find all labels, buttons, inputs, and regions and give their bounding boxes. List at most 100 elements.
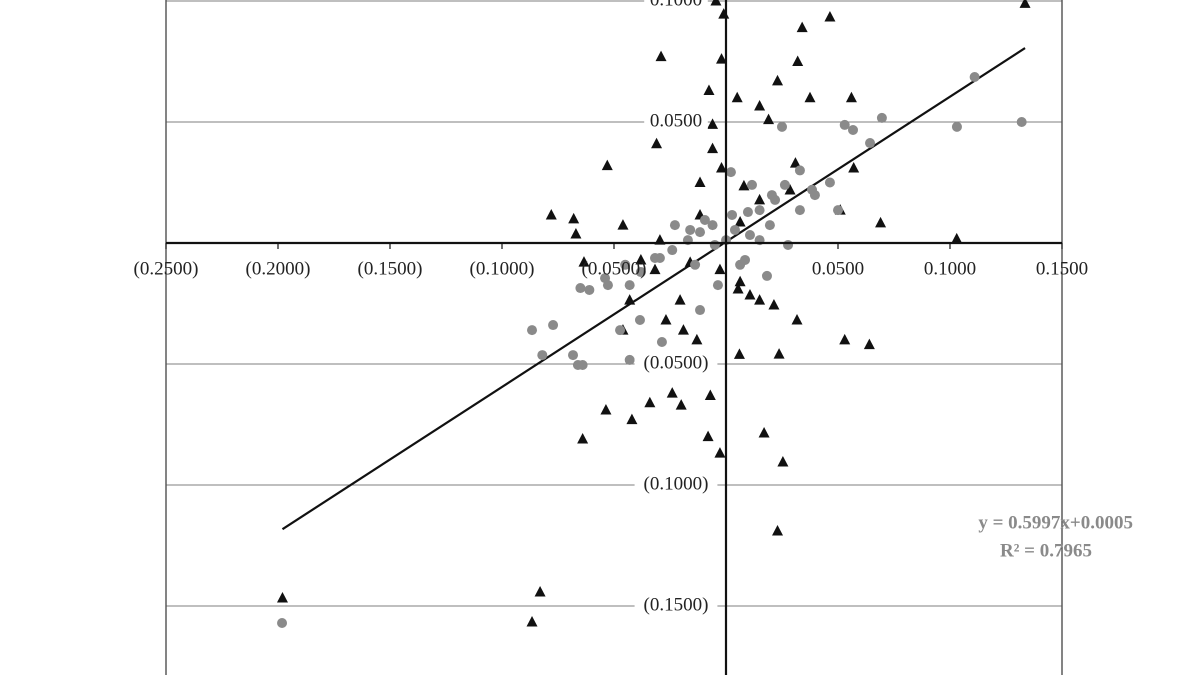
circle-point: [667, 245, 678, 256]
triangle-point: [731, 91, 743, 103]
x-tick-label: 0.0500: [812, 258, 864, 279]
x-tick-label: (0.1500): [358, 258, 423, 279]
triangle-point: [792, 55, 804, 67]
circle-point: [761, 270, 772, 281]
circle-point: [794, 165, 805, 176]
circle-point: [809, 190, 820, 201]
y-tick-label: (0.1000): [644, 473, 709, 494]
triangle-point: [644, 396, 656, 408]
circle-point: [669, 220, 680, 231]
circle-point: [685, 224, 696, 235]
circle-point: [969, 71, 980, 82]
circle-point: [742, 207, 753, 218]
triangle-point: [649, 263, 661, 275]
triangle-point: [526, 616, 538, 627]
triangle-point: [772, 74, 784, 86]
triangle-point: [875, 216, 887, 228]
circle-point: [770, 194, 781, 205]
y-tick-label: (0.1500): [644, 594, 709, 615]
circle-point: [537, 350, 548, 361]
y-tick-label-bg: [634, 353, 718, 376]
triangle-point: [674, 294, 686, 305]
circle-point: [951, 121, 962, 132]
circle-point: [695, 305, 706, 316]
circle-point: [727, 209, 738, 220]
circle-point: [615, 325, 626, 336]
triangle-point: [624, 294, 636, 305]
y-tick-label-bg: [644, 111, 708, 134]
triangle-point: [276, 592, 288, 603]
circle-point: [839, 119, 850, 130]
triangle-point: [784, 184, 796, 195]
triangle-point: [863, 338, 875, 350]
circle-point: [568, 350, 579, 361]
x-tick-label: (0.1000): [470, 258, 535, 279]
triangle-point: [845, 91, 857, 103]
triangle-point: [707, 142, 719, 154]
circle-point: [725, 167, 736, 178]
triangle-point: [951, 232, 963, 244]
triangle-point: [791, 313, 803, 325]
triangle-point: [675, 399, 687, 410]
circle-point: [624, 354, 635, 365]
y-tick-label-bg: [644, 0, 708, 12]
circle-point: [783, 239, 794, 250]
triangle-point: [738, 179, 750, 191]
circle-point: [654, 253, 665, 264]
triangle-point: [702, 430, 714, 442]
triangle-point: [601, 159, 613, 171]
triangle-point: [600, 404, 612, 415]
triangle-point: [734, 215, 746, 227]
x-tick-label: (0.0500): [582, 258, 647, 279]
triangle-point: [716, 161, 728, 173]
triangle-point: [660, 313, 672, 325]
circle-point: [764, 220, 775, 231]
circle-point: [634, 314, 645, 325]
triangle-point: [732, 282, 744, 294]
triangle-point: [666, 387, 678, 398]
circle-point: [740, 254, 751, 265]
triangle-point: [714, 263, 726, 275]
triangle-point: [617, 219, 629, 230]
triangle-point: [754, 294, 766, 305]
triangle-point: [570, 228, 582, 239]
circle-point: [1016, 117, 1027, 128]
triangle-point: [754, 100, 766, 111]
x-tick-label: (0.2000): [246, 258, 311, 279]
trend-line: [281, 47, 1026, 531]
circle-point: [635, 267, 646, 278]
triangle-point: [707, 118, 719, 129]
circle-point: [712, 280, 723, 291]
circle-point: [824, 177, 835, 188]
triangle-point: [577, 433, 589, 444]
circle-point: [794, 205, 805, 216]
triangle-point: [758, 426, 770, 438]
circle-point: [744, 230, 755, 241]
triangle-point: [694, 176, 706, 188]
triangle-point: [568, 212, 580, 224]
y-tick-label: 0.0500: [650, 110, 702, 131]
circle-point: [624, 280, 635, 291]
triangle-point: [534, 585, 546, 597]
circle-point: [779, 179, 790, 190]
triangle-point: [804, 91, 816, 103]
triangle-point: [710, 0, 722, 6]
triangle-point: [824, 10, 836, 22]
circle-point: [620, 259, 631, 270]
triangle-point: [773, 348, 785, 359]
triangle-point: [772, 525, 784, 536]
triangle-point: [691, 333, 703, 345]
circle-point: [548, 320, 559, 331]
circle-point: [777, 121, 787, 132]
circle-point: [699, 215, 710, 226]
triangle-point: [545, 208, 557, 220]
triangle-point: [744, 289, 756, 300]
circle-point: [709, 239, 720, 250]
circle-point: [729, 224, 740, 235]
circle-point: [277, 617, 288, 628]
triangle-point: [714, 447, 726, 458]
circle-point: [754, 205, 765, 216]
